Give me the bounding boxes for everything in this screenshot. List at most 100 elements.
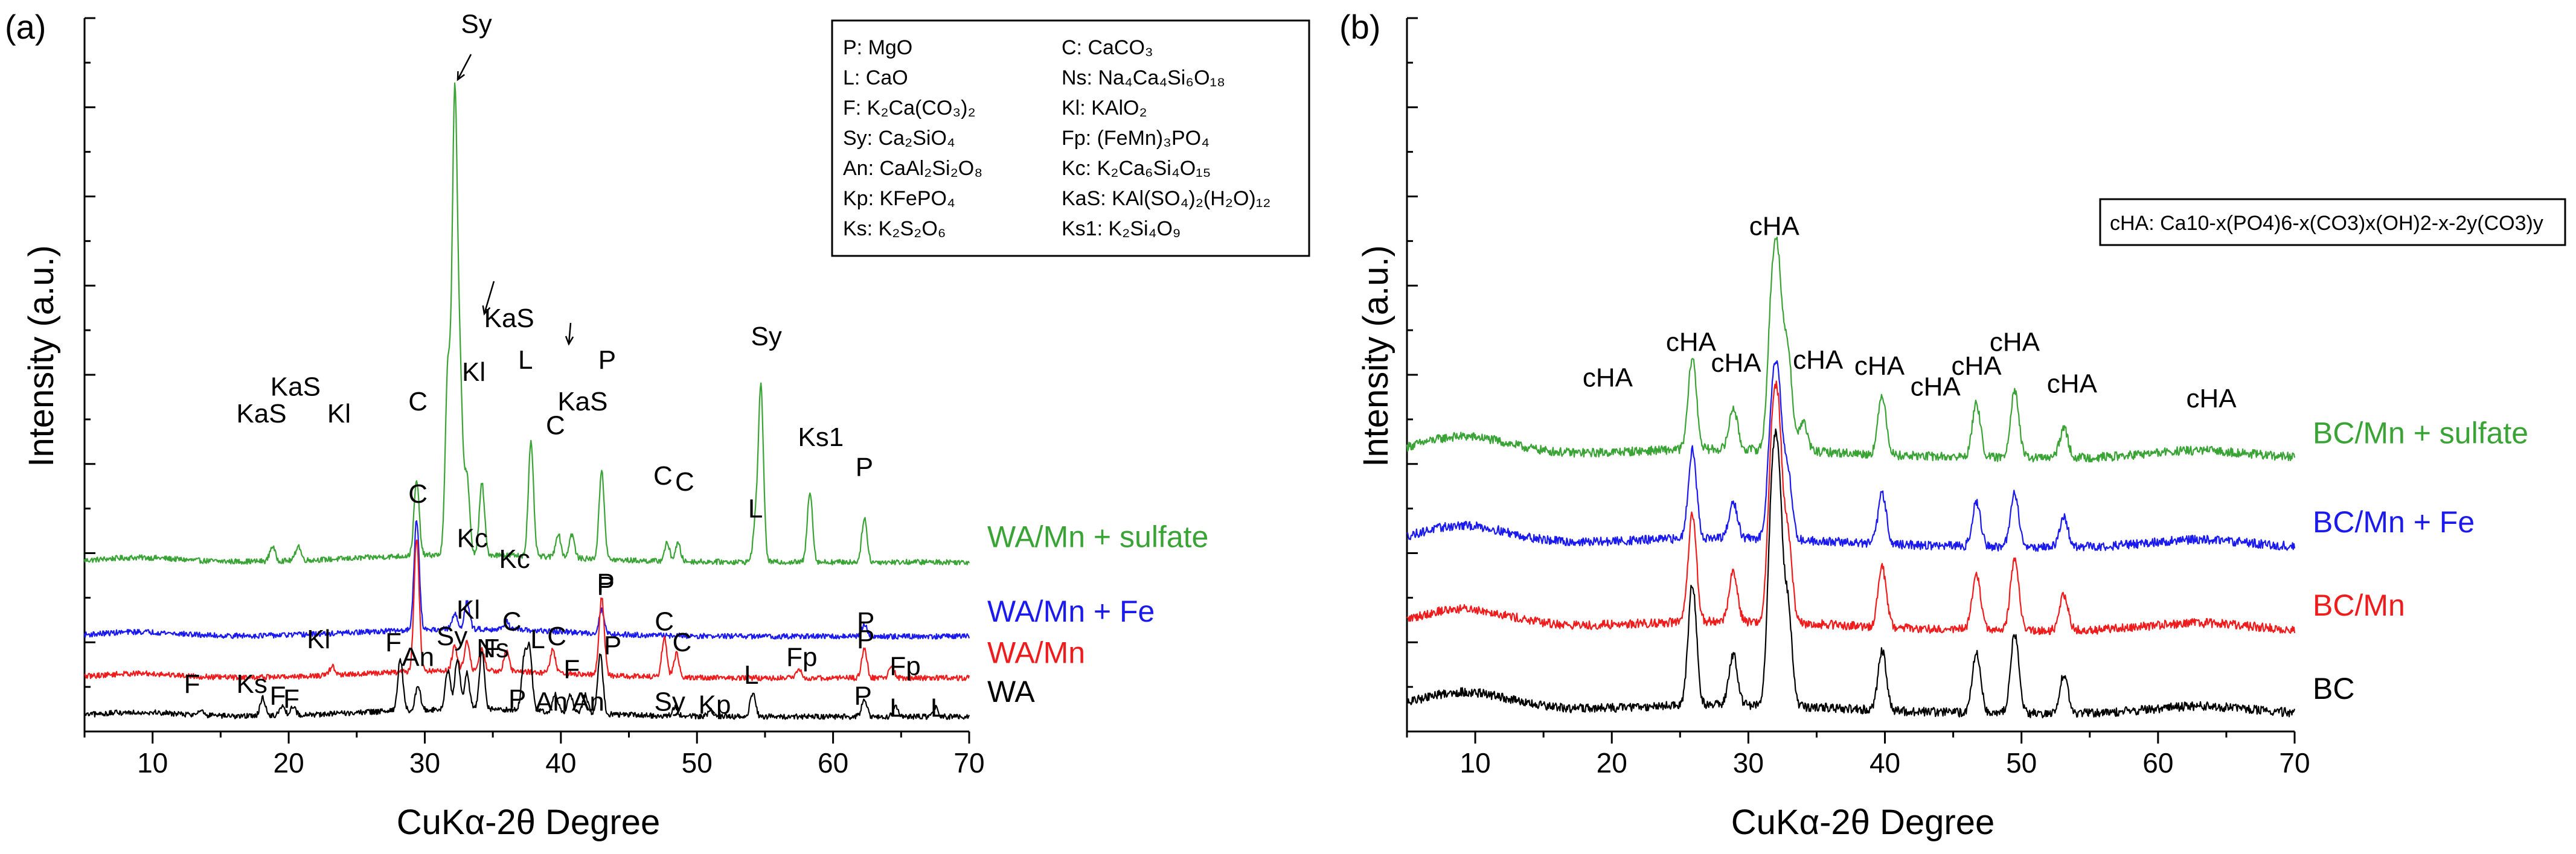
peak-label: Ks bbox=[237, 669, 268, 699]
x-tick-label: 20 bbox=[273, 747, 304, 779]
series-line-bc-mn bbox=[1406, 380, 2296, 636]
legend-entry: F: K₂Ca(CO₃)₂ bbox=[843, 97, 976, 119]
peak-label: F bbox=[483, 634, 499, 663]
peak-label: cHA bbox=[1911, 372, 1961, 401]
series-label-wa-mn-fe: WA/Mn + Fe bbox=[987, 594, 1155, 628]
series-label-wa-mn-sulfate: WA/Mn + sulfate bbox=[987, 520, 1208, 554]
peak-label: P bbox=[598, 345, 616, 375]
peak-label: F bbox=[563, 654, 580, 684]
peak-label: C bbox=[673, 628, 692, 657]
series-label-bc-mn: BC/Mn bbox=[2313, 588, 2405, 622]
peak-label: L bbox=[931, 693, 945, 722]
x-tick-label: 70 bbox=[2279, 747, 2310, 779]
peak-label: cHA bbox=[2047, 369, 2098, 399]
peak-label: cHA bbox=[1951, 351, 2002, 381]
peak-label: cHA bbox=[1854, 351, 1905, 381]
legend-entry: P: MgO bbox=[843, 36, 912, 59]
series-label-wa-mn: WA/Mn bbox=[987, 636, 1085, 670]
peak-label: L bbox=[748, 494, 763, 523]
peak-label: L bbox=[744, 660, 758, 690]
panel-b-traces: BC/Mn + sulfate BC/Mn + Fe BC/Mn BC bbox=[1406, 236, 2528, 719]
panel-b-y-axis-title: Intensity (a.u.) bbox=[1356, 245, 1395, 467]
peak-label: L bbox=[889, 693, 904, 722]
peak-arrow-head bbox=[565, 336, 574, 346]
panel-a-label: (a) bbox=[5, 8, 46, 46]
peak-label: cHA bbox=[1793, 345, 1844, 375]
peak-label: P bbox=[597, 569, 615, 598]
peak-label: Kl bbox=[327, 399, 351, 429]
x-tick-label: 30 bbox=[1733, 747, 1764, 779]
peak-label: cHA bbox=[1666, 328, 1717, 357]
peak-label: An bbox=[572, 687, 604, 717]
peak-label: F bbox=[283, 684, 300, 714]
legend-entry: An: CaAl₂Si₂O₈ bbox=[843, 157, 982, 180]
panel-b-legend-text: cHA: Ca10-x(PO4)6-x(CO3)x(OH)2-x-2y(CO3)… bbox=[2110, 212, 2543, 235]
panel-a-phase-legend: P: MgO C: CaCO₃ L: CaO Ns: Na₄Ca₄Si₆O₁₈ F: K… bbox=[831, 19, 1310, 257]
panel-b-chart: (b) 10 20 30 40 50 60 70 BC/Mn + sulfateBC/Mn … bbox=[1339, 8, 2528, 842]
peak-label: Fp bbox=[889, 651, 920, 681]
peak-label: F bbox=[184, 669, 200, 699]
panel-b-x-axis-title: CuKα-2θ Degree bbox=[1731, 803, 1995, 842]
peak-arrow bbox=[483, 281, 495, 314]
peak-label: cHA bbox=[1749, 212, 1800, 241]
legend-entry: Sy: Ca₂SiO₄ bbox=[843, 127, 955, 150]
peak-label: C bbox=[408, 479, 428, 509]
series-line-wa-mn-sulfate bbox=[83, 82, 970, 566]
peak-label: P bbox=[857, 607, 874, 637]
peak-label: C bbox=[408, 387, 428, 416]
legend-entry: Ks1: K₂Si₄O₉ bbox=[1062, 217, 1181, 240]
peak-label: C bbox=[675, 467, 694, 497]
panel-a-chart: (a) 10 20 30 40 50 60 70 WA/Mn + sulfateWA/Mn … bbox=[5, 8, 1208, 842]
x-tick-label: 10 bbox=[1459, 747, 1490, 779]
peak-label: Ks1 bbox=[798, 422, 844, 452]
x-tick-label: 40 bbox=[1870, 747, 1900, 779]
series-line-bc-mn-sulfate bbox=[1406, 236, 2296, 463]
legend-entry: Ns: Na₄Ca₄Si₆O₁₈ bbox=[1062, 66, 1225, 89]
x-tick-label: 10 bbox=[137, 747, 168, 779]
peak-label: Sy bbox=[751, 322, 781, 351]
series-label-bc-mn-sulfate: BC/Mn + sulfate bbox=[2313, 416, 2528, 450]
panel-b-cha-legend: cHA: Ca10-x(PO4)6-x(CO3)x(OH)2-x-2y(CO3)… bbox=[2099, 198, 2566, 246]
peak-label: L bbox=[518, 345, 533, 375]
peak-label: Kl bbox=[307, 625, 330, 654]
panel-a-x-axis-title: CuKα-2θ Degree bbox=[397, 803, 661, 842]
peak-label: P bbox=[604, 631, 621, 660]
peak-label: C bbox=[546, 411, 565, 441]
peak-label: KaS bbox=[271, 372, 321, 401]
series-label-wa: WA bbox=[987, 675, 1035, 709]
peak-label: Fp bbox=[786, 643, 817, 672]
peak-label: F bbox=[270, 681, 286, 711]
peak-label: Kc bbox=[457, 524, 488, 553]
x-tick-label: 50 bbox=[2006, 747, 2037, 779]
x-tick-label: 70 bbox=[953, 747, 984, 779]
series-line-wa bbox=[84, 641, 970, 720]
peak-label: P bbox=[508, 684, 526, 714]
legend-entry: Fp: (FeMn)₃PO₄ bbox=[1062, 127, 1210, 150]
panel-b-label: (b) bbox=[1339, 8, 1380, 46]
panel-a-legend-rows: P: MgO C: CaCO₃ L: CaO Ns: Na₄Ca₄Si₆O₁₈ F: K… bbox=[843, 36, 1270, 240]
x-tick-label: 50 bbox=[682, 747, 713, 779]
panel-a-axes: 10 20 30 40 50 60 70 bbox=[83, 17, 985, 779]
peak-label: Kc bbox=[499, 544, 530, 574]
peak-arrow-head bbox=[457, 71, 465, 81]
legend-entry: Kp: KFePO₄ bbox=[843, 187, 955, 210]
x-tick-label: 60 bbox=[818, 747, 848, 779]
peak-label: P bbox=[857, 625, 874, 654]
panel-b-legend-box bbox=[2099, 198, 2566, 246]
peak-label: An bbox=[535, 687, 568, 717]
legend-entry: Kc: K₂Ca₆Si₄O₁₅ bbox=[1062, 157, 1211, 180]
legend-entry: Kl: KAlO₂ bbox=[1062, 97, 1147, 119]
peak-label: Kl bbox=[457, 595, 480, 625]
legend-entry: C: CaCO₃ bbox=[1062, 36, 1153, 59]
peak-label: F bbox=[385, 628, 402, 657]
peak-label: Kp bbox=[699, 690, 731, 719]
series-line-wa-mn bbox=[84, 539, 970, 681]
peak-label: KaS bbox=[557, 387, 607, 416]
x-tick-label: 60 bbox=[2142, 747, 2173, 779]
legend-entry: KaS: KAl(SO₄)₂(H₂O)₁₂ bbox=[1062, 187, 1270, 210]
panel-a-legend-box bbox=[831, 19, 1310, 257]
peak-label: Sy bbox=[461, 10, 492, 39]
